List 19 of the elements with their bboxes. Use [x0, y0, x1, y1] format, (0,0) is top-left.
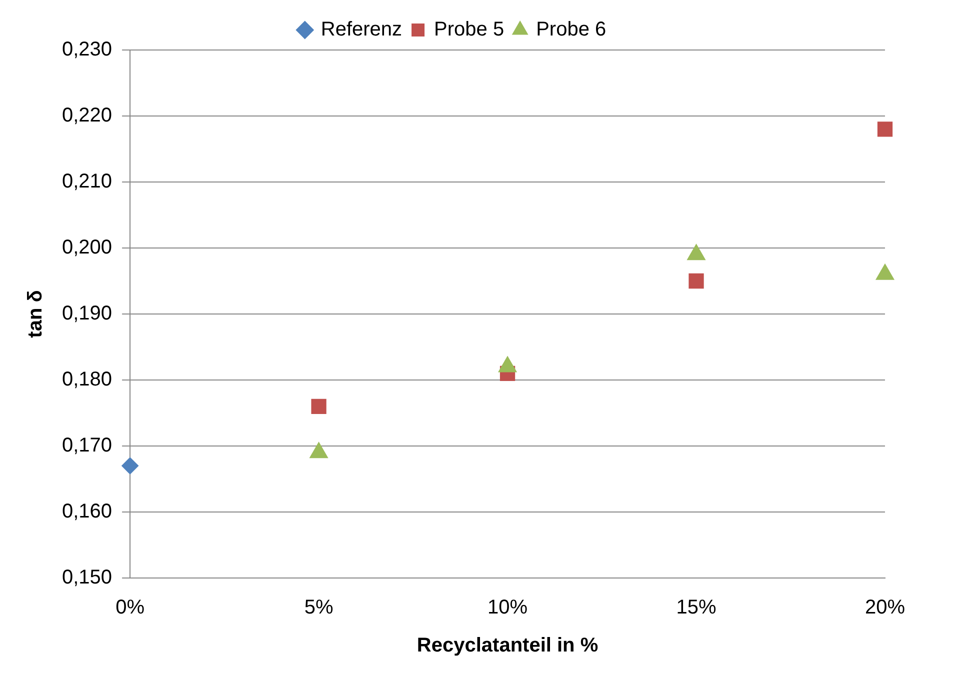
x-tick-label: 10%	[488, 596, 528, 619]
y-tick-label: 0,170	[62, 434, 112, 457]
legend-label: Probe 6	[536, 18, 606, 41]
y-tick-label: 0,180	[62, 368, 112, 391]
y-axis-title: tan δ	[24, 290, 47, 338]
x-tick-label: 0%	[116, 596, 145, 619]
x-tick-label: 15%	[676, 596, 716, 619]
y-tick-label: 0,190	[62, 302, 112, 325]
x-tick-label: 5%	[304, 596, 334, 619]
legend-label: Probe 5	[434, 18, 504, 41]
legend-label: Referenz	[320, 18, 402, 41]
y-tick-label: 0,160	[62, 500, 112, 523]
y-tick-label: 0,220	[62, 104, 112, 127]
x-tick-label: 20%	[864, 596, 906, 619]
y-tick-label: 0,200	[62, 236, 112, 259]
y-tick-label: 0,150	[62, 566, 112, 589]
y-tick-label: 0,210	[62, 170, 112, 193]
x-axis-title: Recyclatanteil in %	[416, 634, 598, 657]
y-tick-label: 0,230	[62, 38, 112, 61]
